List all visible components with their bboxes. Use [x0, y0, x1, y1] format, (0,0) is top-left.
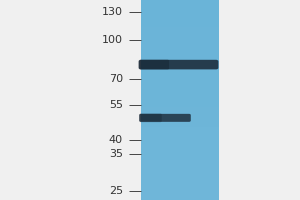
- Text: 25: 25: [109, 186, 123, 196]
- Bar: [141, 113, 219, 120]
- Bar: [141, 73, 219, 80]
- Bar: [141, 160, 219, 167]
- Text: 130: 130: [102, 7, 123, 17]
- Text: 100: 100: [102, 35, 123, 45]
- Bar: [141, 87, 219, 93]
- Bar: [141, 40, 219, 47]
- Bar: [141, 93, 219, 100]
- Bar: [141, 127, 219, 133]
- Bar: [141, 80, 219, 87]
- Text: 35: 35: [109, 149, 123, 159]
- Bar: [141, 20, 219, 27]
- Bar: [141, 173, 219, 180]
- Bar: [141, 33, 219, 40]
- Bar: [141, 7, 219, 13]
- FancyBboxPatch shape: [139, 60, 218, 69]
- Bar: [141, 27, 219, 33]
- Bar: [141, 67, 219, 73]
- Text: 55: 55: [109, 100, 123, 110]
- Bar: [141, 0, 219, 200]
- FancyBboxPatch shape: [139, 114, 191, 122]
- Bar: [141, 140, 219, 147]
- FancyBboxPatch shape: [140, 113, 162, 122]
- Bar: [141, 120, 219, 127]
- Bar: [141, 107, 219, 113]
- Bar: [141, 60, 219, 67]
- Text: 70: 70: [109, 74, 123, 84]
- FancyBboxPatch shape: [139, 60, 169, 70]
- Bar: [141, 13, 219, 20]
- Bar: [141, 180, 219, 187]
- Bar: [141, 187, 219, 193]
- Bar: [141, 100, 219, 107]
- Text: 40: 40: [109, 135, 123, 145]
- Bar: [141, 153, 219, 160]
- Bar: [141, 193, 219, 200]
- Bar: [141, 0, 219, 7]
- Bar: [141, 147, 219, 153]
- Bar: [141, 53, 219, 60]
- Bar: [141, 47, 219, 53]
- Bar: [141, 133, 219, 140]
- Bar: [141, 167, 219, 173]
